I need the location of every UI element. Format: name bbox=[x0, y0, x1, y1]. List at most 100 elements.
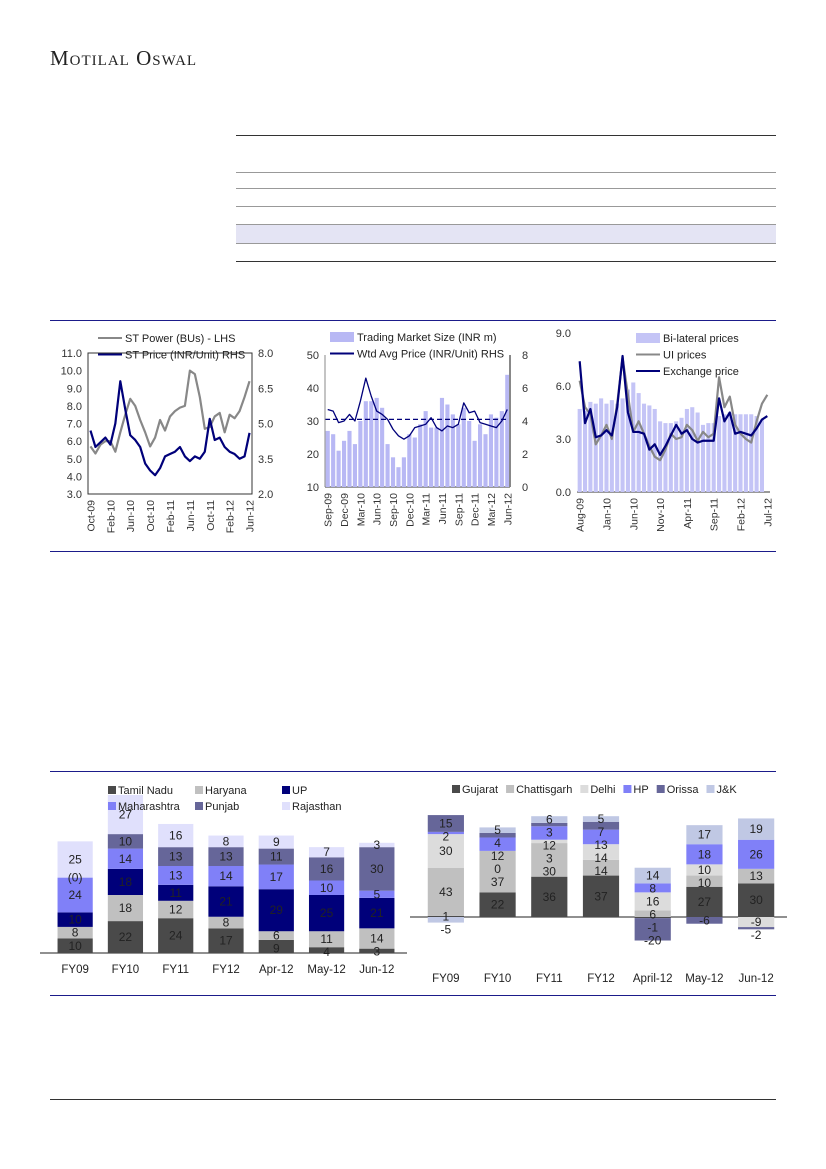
y-tick-right: 8 bbox=[522, 350, 528, 362]
stack-segment bbox=[582, 816, 620, 822]
category-label: FY11 bbox=[162, 964, 189, 976]
legend-label: J&K bbox=[716, 784, 737, 796]
data-label: -1 bbox=[647, 921, 658, 935]
table-rule bbox=[236, 172, 776, 173]
series-line bbox=[89, 369, 251, 455]
y-tick-right: 5.0 bbox=[258, 419, 273, 431]
y-tick-right: 2 bbox=[522, 449, 528, 461]
data-label: 1 bbox=[443, 909, 450, 923]
x-tick: Jun-10 bbox=[628, 498, 640, 530]
data-label: 16 bbox=[169, 829, 183, 843]
stack-segment bbox=[208, 847, 244, 866]
data-label: 18 bbox=[119, 901, 133, 915]
stack-segment bbox=[427, 831, 464, 835]
stack-segment bbox=[582, 844, 620, 860]
x-tick: Mar-12 bbox=[486, 493, 498, 526]
bar bbox=[331, 434, 336, 487]
data-label: 13 bbox=[594, 838, 608, 852]
bar bbox=[679, 417, 684, 492]
stack-segment bbox=[634, 918, 671, 941]
category-label: FY09 bbox=[61, 964, 89, 976]
y-tick-left: 8.0 bbox=[67, 401, 82, 413]
legend-label: Bi-lateral prices bbox=[663, 333, 739, 345]
y-tick-left: 0.0 bbox=[556, 487, 571, 499]
stack-segment bbox=[427, 867, 464, 916]
stack-segment bbox=[258, 864, 294, 890]
data-label: 8 bbox=[223, 834, 230, 848]
data-label: 11 bbox=[320, 932, 333, 946]
data-label: 10 bbox=[698, 863, 712, 877]
bar bbox=[390, 457, 396, 487]
stack-segment bbox=[258, 889, 294, 932]
x-tick: Jun-12 bbox=[502, 493, 514, 525]
data-label: 10 bbox=[320, 881, 334, 895]
stack-segment bbox=[531, 839, 568, 844]
stack-segment bbox=[686, 917, 723, 924]
stack-segment bbox=[634, 883, 671, 893]
bar bbox=[738, 414, 743, 492]
stack-segment bbox=[308, 931, 345, 948]
bar bbox=[658, 421, 663, 492]
legend-label: UP bbox=[292, 785, 307, 797]
data-label: 12 bbox=[543, 839, 557, 853]
y-tick-right: 3.5 bbox=[258, 454, 273, 466]
series-line bbox=[327, 377, 508, 440]
data-label: 27 bbox=[119, 808, 133, 822]
footer-rule bbox=[50, 1099, 776, 1100]
data-label: -2 bbox=[751, 928, 762, 942]
x-tick: Sep-09 bbox=[323, 493, 335, 527]
data-label: 43 bbox=[439, 885, 453, 899]
data-label: 16 bbox=[646, 895, 660, 909]
stack-segment bbox=[57, 926, 93, 939]
stack-segment bbox=[479, 827, 516, 833]
stack-segment bbox=[359, 847, 395, 891]
x-tick: Mar-11 bbox=[421, 493, 433, 526]
data-label: 14 bbox=[594, 851, 608, 865]
data-label: 30 bbox=[370, 862, 384, 876]
y-tick-left: 50 bbox=[307, 350, 319, 362]
y-tick-left: 4.0 bbox=[67, 471, 82, 483]
legend-swatch bbox=[580, 785, 589, 793]
stack-segment bbox=[308, 857, 345, 881]
data-label: 18 bbox=[698, 847, 712, 861]
bar bbox=[505, 374, 510, 487]
data-label: 13 bbox=[169, 868, 183, 882]
data-label: 14 bbox=[594, 864, 608, 878]
x-tick: Dec-11 bbox=[470, 493, 482, 526]
legend-label: Chattisgarh bbox=[516, 784, 572, 796]
bar bbox=[609, 400, 614, 492]
category-label: April-12 bbox=[633, 973, 673, 985]
x-tick: Oct-10 bbox=[145, 500, 157, 532]
legend-swatch bbox=[452, 785, 460, 793]
data-label: 4 bbox=[323, 945, 330, 959]
data-label: 11 bbox=[270, 850, 283, 864]
y-tick-left: 9.0 bbox=[556, 328, 571, 340]
category-label: FY10 bbox=[112, 964, 140, 976]
y-tick-left: 5.0 bbox=[67, 454, 82, 466]
x-tick: Jun-10 bbox=[125, 500, 137, 532]
y-tick-right: 4 bbox=[522, 416, 528, 428]
data-label: 24 bbox=[169, 929, 183, 943]
x-tick: Feb-11 bbox=[165, 500, 177, 533]
data-label: 3 bbox=[546, 852, 553, 866]
bar bbox=[652, 408, 657, 492]
y-tick-left: 7.0 bbox=[67, 419, 82, 431]
category-label: FY09 bbox=[432, 973, 460, 985]
legend-label: Gujarat bbox=[462, 784, 498, 796]
legend-swatch bbox=[195, 802, 203, 810]
stack-segment bbox=[208, 866, 244, 887]
data-label: 25 bbox=[68, 852, 82, 866]
data-label: 0 bbox=[494, 862, 501, 876]
data-label: 22 bbox=[491, 898, 505, 912]
bar bbox=[743, 414, 748, 492]
data-label: 10 bbox=[119, 834, 133, 848]
bar bbox=[641, 403, 647, 492]
data-label: 12 bbox=[491, 849, 505, 863]
stack-segment bbox=[738, 883, 775, 917]
plot-frame bbox=[87, 352, 253, 495]
legend-label: Rajasthan bbox=[292, 801, 342, 813]
legend-swatch bbox=[282, 786, 290, 794]
bar bbox=[749, 414, 754, 492]
data-label: 21 bbox=[219, 895, 233, 909]
